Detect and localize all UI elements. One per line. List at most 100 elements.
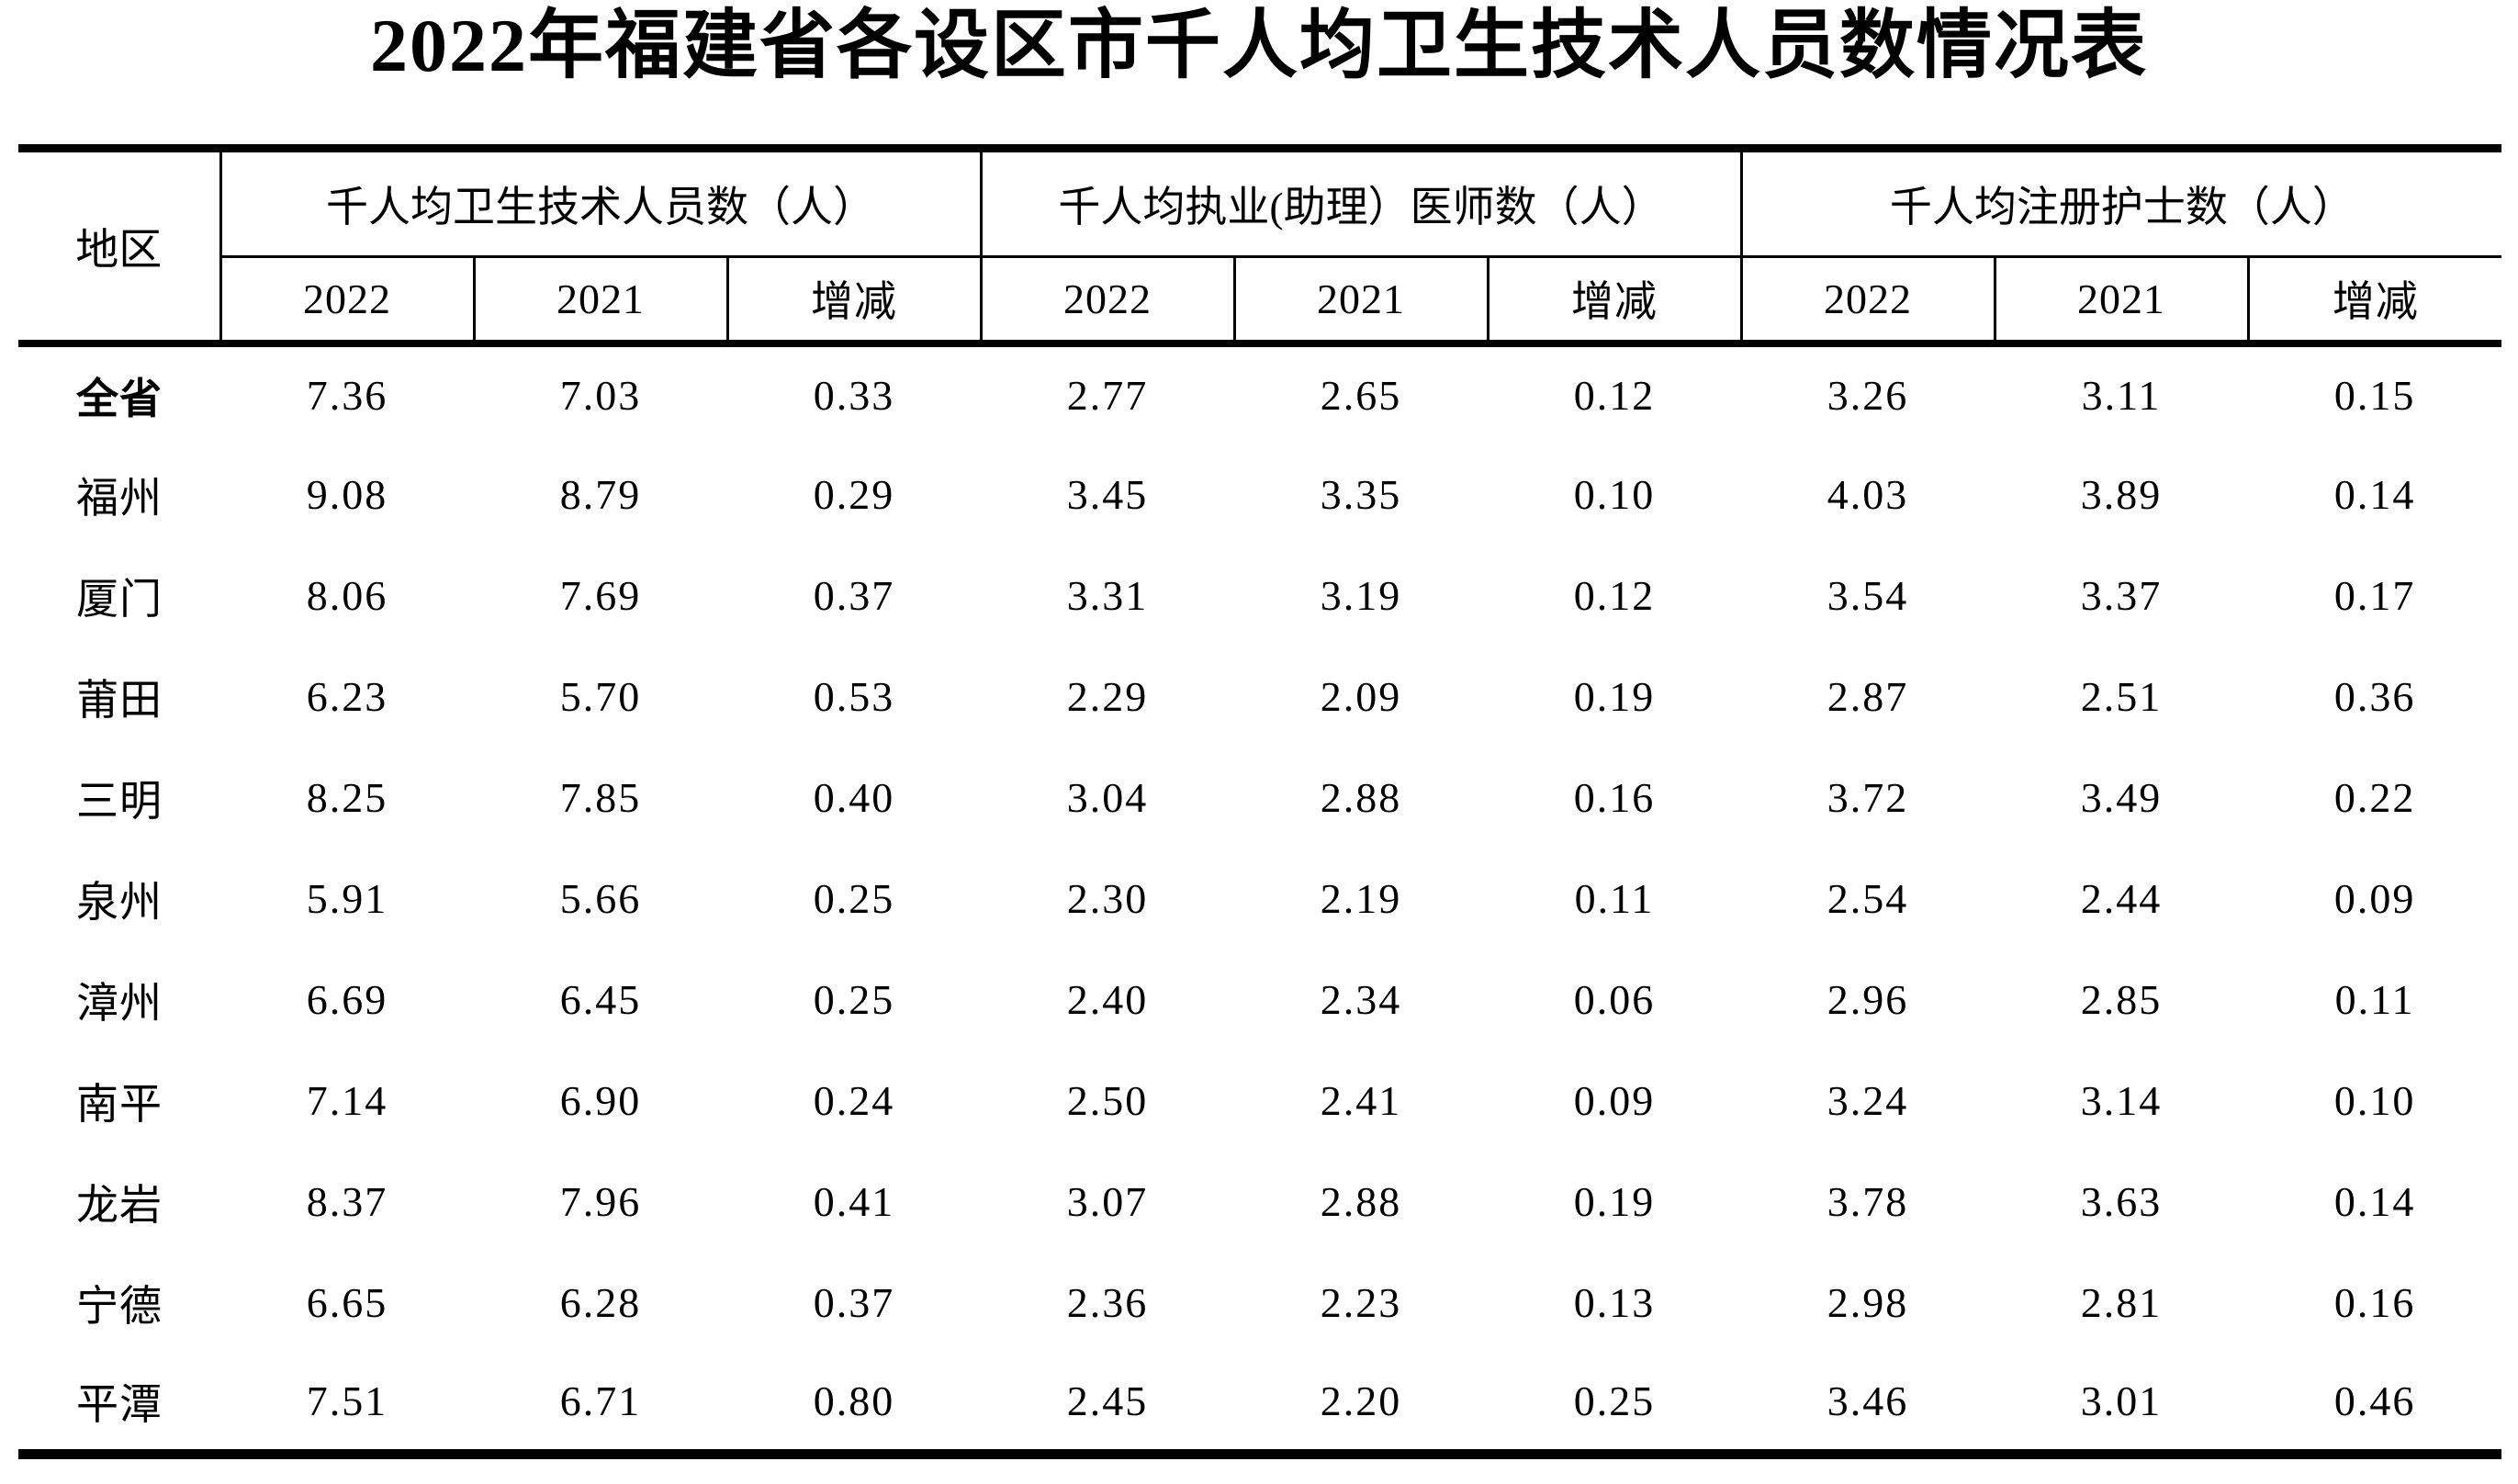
value-cell: 0.06 [1573, 976, 1656, 1023]
subheader-2021: 2021 [474, 256, 729, 347]
value-cell: 3.24 [1827, 1077, 1909, 1124]
value-cell: 3.14 [2080, 1077, 2163, 1124]
region-column-header: 地区 [18, 148, 222, 347]
table-row: 宁德 6.65 6.28 0.37 2.36 2.23 0.13 2.98 2.81 0.16 [18, 1253, 2501, 1354]
value-cell: 8.37 [306, 1178, 388, 1225]
table-row: 南平 7.14 6.90 0.24 2.50 2.41 0.09 3.24 3.14 0.10 [18, 1051, 2501, 1152]
value-cell: 3.19 [1320, 572, 1402, 619]
value-cell: 0.15 [2333, 372, 2416, 419]
value-cell: 3.11 [2081, 372, 2162, 419]
table-row: 漳州 6.69 6.45 0.25 2.40 2.34 0.06 2.96 2.85 0.11 [18, 950, 2501, 1051]
value-cell: 0.09 [1573, 1077, 1656, 1124]
value-cell: 3.46 [1827, 1377, 1909, 1425]
table-body: 全省 7.36 7.03 0.33 2.77 2.65 0.12 3.26 3.11 0.15 福州… [18, 343, 2501, 1455]
region-cell: 龙岩 [76, 1181, 163, 1229]
value-cell: 4.03 [1827, 471, 1909, 518]
region-cell: 平潭 [76, 1380, 163, 1428]
value-cell: 7.85 [559, 774, 642, 821]
group-header-health-technicians: 千人均卫生技术人员数（人） [220, 148, 983, 258]
value-cell: 0.10 [2333, 1077, 2416, 1124]
value-cell: 0.12 [1573, 572, 1656, 619]
value-cell: 0.29 [813, 471, 895, 518]
value-cell: 2.96 [1827, 976, 1909, 1023]
value-cell: 2.34 [1320, 976, 1402, 1023]
table-row: 莆田 6.23 5.70 0.53 2.29 2.09 0.19 2.87 2.51 0.36 [18, 646, 2501, 748]
value-cell: 0.41 [813, 1178, 895, 1225]
value-cell: 0.14 [2333, 1178, 2416, 1225]
region-cell: 厦门 [76, 575, 163, 623]
value-cell: 0.19 [1573, 673, 1656, 720]
value-cell: 3.37 [2080, 572, 2163, 619]
value-cell: 2.77 [1066, 372, 1149, 419]
region-cell: 福州 [76, 474, 163, 522]
value-cell: 0.25 [1573, 1377, 1656, 1425]
value-cell: 2.87 [1827, 673, 1909, 720]
value-cell: 0.13 [1573, 1279, 1656, 1326]
value-cell: 0.17 [2333, 572, 2416, 619]
value-cell: 5.66 [559, 875, 642, 922]
value-cell: 0.46 [2333, 1377, 2416, 1425]
value-cell: 6.65 [306, 1279, 388, 1326]
value-cell: 6.45 [559, 976, 642, 1023]
value-cell: 3.49 [2080, 774, 2163, 821]
value-cell: 2.36 [1066, 1279, 1149, 1326]
value-cell: 0.12 [1573, 372, 1656, 419]
value-cell: 3.31 [1066, 572, 1149, 619]
value-cell: 2.09 [1320, 673, 1402, 720]
value-cell: 0.37 [813, 572, 895, 619]
value-cell: 3.72 [1827, 774, 1909, 821]
value-cell: 7.51 [306, 1377, 388, 1425]
table-row: 龙岩 8.37 7.96 0.41 3.07 2.88 0.19 3.78 3.63 0.14 [18, 1152, 2501, 1253]
stats-table: 地区 千人均卫生技术人员数（人） 千人均执业(助理）医师数（人） 千人均注册护士… [18, 144, 2502, 1459]
value-cell: 2.40 [1066, 976, 1149, 1023]
value-cell: 2.23 [1320, 1279, 1402, 1326]
subheader-change: 增减 [727, 256, 983, 347]
value-cell: 0.53 [813, 673, 895, 720]
group-header-registered-nurses: 千人均注册护士数（人） [1741, 148, 2502, 258]
subheader-change: 增减 [2248, 256, 2502, 347]
value-cell: 3.07 [1066, 1178, 1149, 1225]
table-row: 三明 8.25 7.85 0.40 3.04 2.88 0.16 3.72 3.49 0.22 [18, 748, 2501, 849]
region-cell: 宁德 [76, 1282, 163, 1330]
region-cell: 莆田 [76, 676, 163, 724]
value-cell: 2.65 [1320, 372, 1402, 419]
value-cell: 2.88 [1320, 1178, 1402, 1225]
value-cell: 0.37 [813, 1279, 895, 1326]
value-cell: 6.28 [559, 1279, 642, 1326]
value-cell: 2.54 [1827, 875, 1909, 922]
value-cell: 0.16 [2333, 1279, 2416, 1326]
table-row: 平潭 7.51 6.71 0.80 2.45 2.20 0.25 3.46 3.01 0.46 [18, 1354, 2501, 1455]
region-cell: 南平 [76, 1080, 163, 1128]
value-cell: 7.69 [559, 572, 642, 619]
value-cell: 3.04 [1066, 774, 1149, 821]
value-cell: 3.35 [1320, 471, 1402, 518]
value-cell: 0.80 [813, 1377, 895, 1425]
value-cell: 2.20 [1320, 1377, 1402, 1425]
value-cell: 2.19 [1320, 875, 1402, 922]
value-cell: 0.24 [813, 1077, 895, 1124]
value-cell: 3.78 [1827, 1178, 1909, 1225]
value-cell: 7.14 [306, 1077, 388, 1124]
value-cell: 0.22 [2333, 774, 2416, 821]
value-cell: 6.71 [559, 1377, 642, 1425]
value-cell: 2.30 [1066, 875, 1149, 922]
subheader-2022: 2022 [981, 256, 1236, 347]
value-cell: 0.25 [813, 976, 895, 1023]
value-cell: 2.51 [2080, 673, 2163, 720]
value-cell: 0.14 [2333, 471, 2416, 518]
value-cell: 8.79 [559, 471, 642, 518]
value-cell: 0.33 [813, 372, 895, 419]
value-cell: 2.85 [2080, 976, 2163, 1023]
page-title: 2022年福建省各设区市千人均卫生技术人员数情况表 [369, 4, 2148, 87]
table-row: 泉州 5.91 5.66 0.25 2.30 2.19 0.11 2.54 2.44 0.09 [18, 849, 2501, 950]
value-cell: 6.90 [559, 1077, 642, 1124]
header-sub-row: 2022 2021 增减 2022 2021 增减 2022 2021 增减 [18, 256, 2502, 347]
value-cell: 3.45 [1066, 471, 1149, 518]
subheader-2021: 2021 [1234, 256, 1489, 347]
value-cell: 6.69 [306, 976, 388, 1023]
value-cell: 2.50 [1066, 1077, 1149, 1124]
value-cell: 8.06 [306, 572, 388, 619]
value-cell: 0.11 [1574, 875, 1655, 922]
value-cell: 5.70 [559, 673, 642, 720]
region-cell: 漳州 [76, 979, 163, 1027]
